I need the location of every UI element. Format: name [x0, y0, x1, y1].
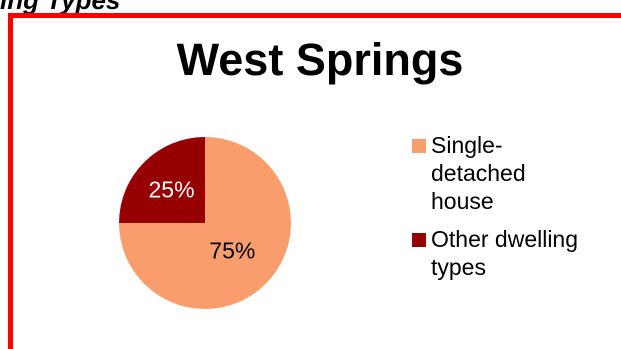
- clipped-heading-text: ing Types: [0, 0, 121, 15]
- chart-title: West Springs: [176, 34, 464, 85]
- legend-label-single-detached: Single-detached house: [431, 132, 526, 214]
- legend-item-other-dwelling: Other dwelling types: [412, 225, 621, 281]
- pie-data-label-other-dwelling: 25%: [149, 177, 195, 203]
- pie-data-label-single-detached: 75%: [209, 237, 255, 263]
- frame-left-border: [8, 13, 13, 349]
- frame-top-border: [8, 13, 621, 18]
- legend-swatch-other-dwelling: [412, 233, 426, 247]
- pie-slice-other-dwelling: [119, 137, 205, 223]
- legend-swatch-single-detached: [412, 139, 426, 153]
- chart-legend: Single-detached house Other dwelling typ…: [412, 131, 617, 291]
- legend-label-other-dwelling: Other dwelling types: [431, 226, 579, 280]
- legend-item-single-detached: Single-detached house: [412, 131, 561, 215]
